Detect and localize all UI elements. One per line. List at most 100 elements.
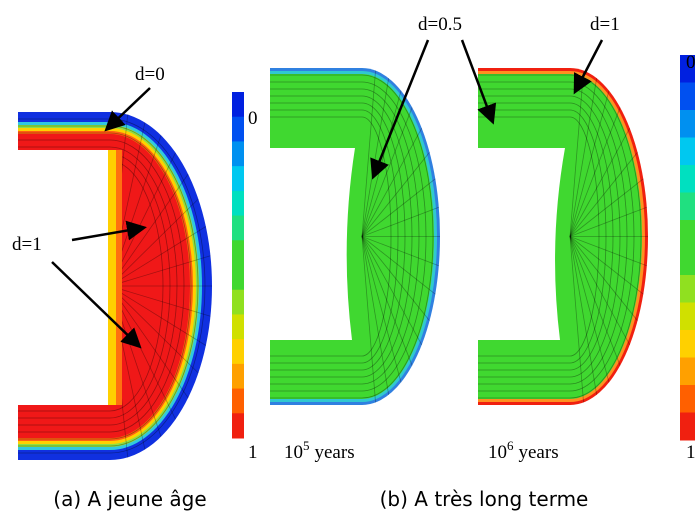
colorbar-segment	[680, 137, 695, 166]
mesh-line	[361, 236, 402, 383]
mesh-line	[270, 74, 434, 399]
mesh-line	[361, 236, 439, 267]
colorbar-segment	[680, 165, 695, 193]
caption: (a) A jeune âge	[53, 487, 206, 511]
mesh-line	[569, 236, 621, 366]
colorbar-segment	[232, 413, 244, 439]
colorbar-segment	[232, 289, 244, 315]
annotation: d=0.5	[418, 14, 462, 35]
colorbar-segment	[680, 302, 695, 331]
colorbar-segment	[680, 330, 695, 358]
mesh-line	[569, 151, 638, 237]
colorbar-segment	[680, 82, 695, 111]
mesh-line	[569, 127, 631, 237]
mesh-line	[270, 116, 392, 357]
mesh-line	[361, 178, 436, 237]
mesh-line	[270, 88, 420, 385]
colorbar-label: 0	[248, 108, 258, 129]
mesh-line	[361, 127, 423, 237]
mesh-line	[478, 95, 621, 378]
mesh-line	[18, 146, 178, 426]
colorbar-segment	[232, 388, 244, 414]
mesh-line	[478, 88, 628, 385]
mesh-line	[569, 178, 644, 237]
colorbar-segment	[232, 265, 244, 291]
mesh-line	[569, 206, 647, 237]
colorbar-segment	[680, 385, 695, 413]
mesh-line	[569, 70, 584, 237]
mesh-line	[361, 70, 376, 237]
mesh-line	[569, 236, 598, 395]
colorbar-segment	[232, 92, 244, 118]
mesh-line	[270, 81, 427, 392]
mesh-line	[361, 236, 430, 322]
mesh-line	[18, 118, 206, 454]
colorbar-segment	[680, 220, 695, 248]
mesh-line	[361, 78, 390, 237]
colorbar-segment	[680, 55, 695, 83]
colorbar-segment	[232, 215, 244, 241]
mesh-line	[361, 236, 376, 403]
time-label: 106 years	[488, 438, 559, 463]
arrow	[573, 39, 604, 95]
mesh-line	[569, 236, 631, 346]
mesh-plots	[0, 68, 648, 460]
mesh-line	[109, 285, 189, 399]
colorbar-segment	[680, 357, 695, 386]
arrow	[370, 39, 430, 180]
mesh-line	[361, 236, 436, 295]
mesh-line	[270, 109, 399, 364]
mesh-line	[569, 236, 644, 295]
mesh-line	[109, 198, 199, 287]
mesh-line	[18, 132, 192, 440]
colorbar-segment	[680, 275, 695, 303]
mesh-line	[18, 153, 171, 419]
mesh-line	[18, 139, 185, 433]
colorbar-segment	[680, 412, 695, 441]
mesh-line	[569, 78, 598, 237]
mesh-line	[569, 236, 610, 383]
mesh-line	[270, 95, 413, 378]
colorbars	[232, 55, 695, 441]
colorbar-label: 0	[686, 52, 695, 73]
colorbar-segment	[232, 240, 244, 266]
mesh-line	[18, 160, 164, 412]
colorbar-segment	[680, 110, 695, 138]
colorbar-segment	[232, 339, 244, 365]
colorbar-segment	[232, 363, 244, 390]
colorbar-segment	[232, 190, 244, 217]
colorbar-label: 1	[686, 442, 695, 463]
mesh-line	[361, 206, 439, 237]
opening	[0, 150, 108, 405]
mesh-line	[109, 285, 207, 346]
mesh-line	[109, 226, 207, 287]
mesh-line	[569, 236, 638, 322]
inner-band	[108, 150, 116, 405]
colorbar-segment	[232, 116, 244, 142]
mesh-line	[361, 151, 430, 237]
colorbar-segment	[680, 247, 695, 276]
mesh-line	[569, 236, 647, 267]
inner-band	[116, 150, 122, 405]
colorbar-label: 1	[248, 442, 258, 463]
arrow	[104, 87, 151, 132]
mesh-line	[569, 107, 621, 237]
annotation: d=0	[135, 64, 165, 85]
mesh-line	[109, 285, 199, 374]
colorbar-segment	[232, 166, 244, 192]
annotation: d=1	[590, 14, 620, 35]
opening	[468, 148, 565, 340]
mesh-line	[109, 255, 211, 287]
mesh-line	[109, 285, 211, 317]
colorbar-segment	[680, 192, 695, 221]
arrow	[51, 261, 142, 349]
arrow	[460, 39, 497, 125]
mesh-line	[478, 81, 635, 392]
mesh-line	[478, 109, 607, 364]
opening	[260, 148, 355, 340]
time-label: 105 years	[284, 438, 355, 463]
arrow	[71, 220, 147, 242]
colorbar-segment	[232, 314, 244, 340]
mesh-line	[569, 236, 584, 403]
